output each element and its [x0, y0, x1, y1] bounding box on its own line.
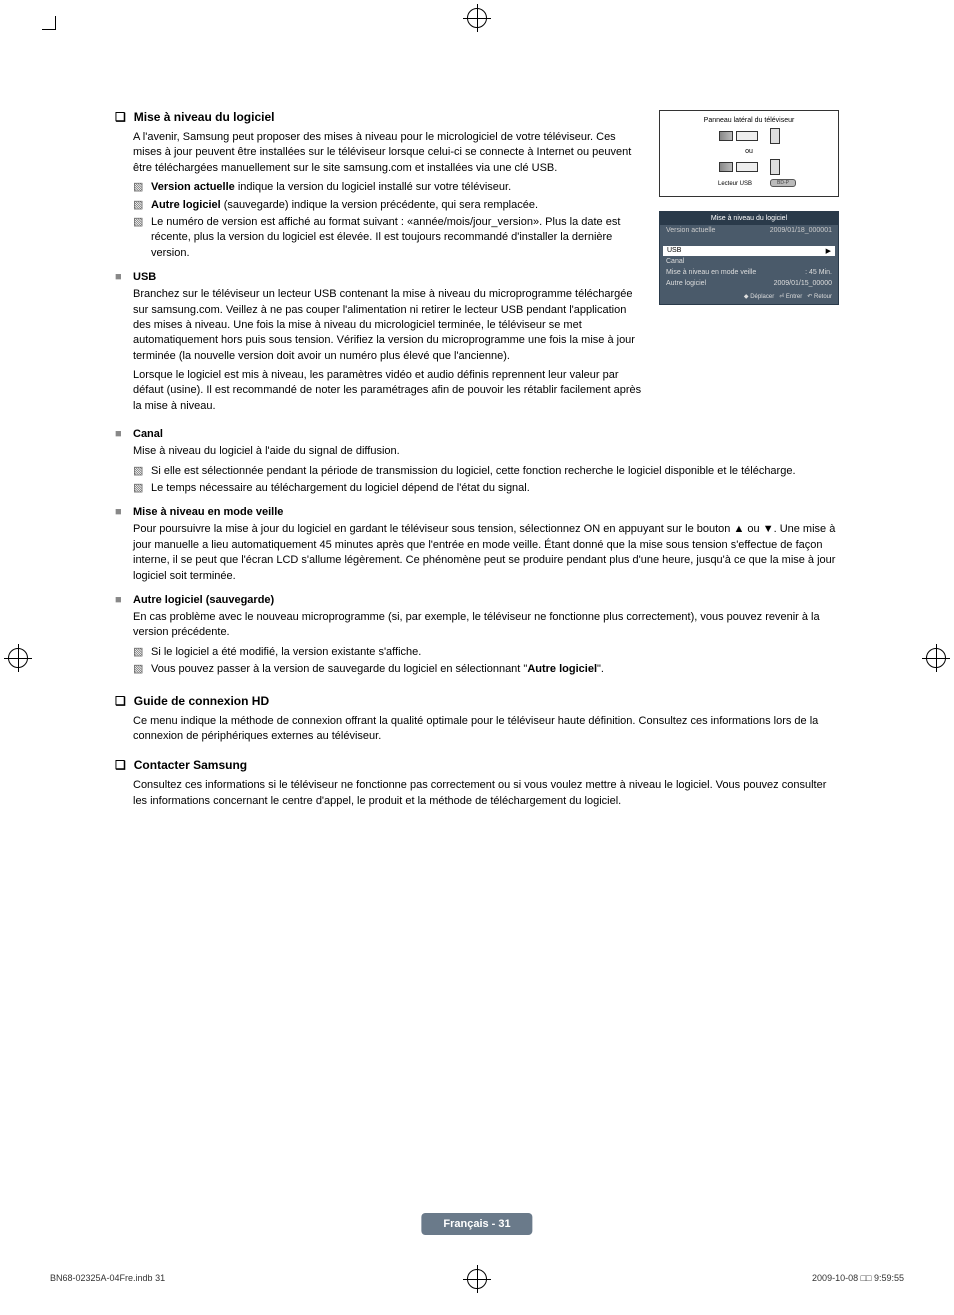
- note-text: Vous pouvez passer à la version de sauve…: [151, 663, 527, 675]
- section-heading-hd: ❏ Guide de connexion HD: [115, 694, 839, 708]
- note-text: Si le logiciel a été modifié, la version…: [151, 645, 839, 660]
- usb-reader-label: Lecteur USB: [702, 181, 752, 187]
- doc-meta-right: 2009-10-08 □□ 9:59:55: [812, 1273, 904, 1283]
- panel-port-icon: [770, 159, 780, 175]
- note-icon: ▧: [133, 198, 151, 213]
- sub-heading-usb: ■ USB: [115, 271, 643, 283]
- panel-port-icon: [770, 128, 780, 144]
- square-bullet-icon: ■: [115, 271, 133, 283]
- usb-stick-icon: [736, 162, 758, 172]
- osd-usb-label: USB: [667, 247, 681, 255]
- hd-guide-body: Ce menu indique la méthode de connexion …: [133, 714, 839, 745]
- sub-title: Canal: [133, 428, 163, 440]
- document-meta: BN68-02325A-04Fre.indb 31 2009-10-08 □□ …: [50, 1273, 904, 1283]
- tv-panel-diagram: Panneau latéral du téléviseur ou Lecteur…: [659, 110, 839, 197]
- sub-heading-canal: ■ Canal: [115, 428, 839, 440]
- heading-text: Contacter Samsung: [134, 758, 247, 772]
- sub-heading-autre: ■ Autre logiciel (sauvegarde): [115, 594, 839, 606]
- note-icon: ▧: [133, 645, 151, 660]
- autre-p1: En cas problème avec le nouveau micropro…: [133, 610, 839, 641]
- canal-p1: Mise à niveau du logiciel à l'aide du si…: [133, 444, 839, 459]
- usb-connector-icon: [719, 131, 733, 141]
- bullet-icon: ❏: [115, 110, 126, 124]
- bullet-icon: ❏: [115, 758, 126, 772]
- note-item: ▧ Le temps nécessaire au téléchargement …: [133, 481, 839, 496]
- osd-footer-move: Déplacer: [750, 294, 774, 300]
- note-icon: ▧: [133, 180, 151, 195]
- osd-veille-label: Mise à niveau en mode veille: [666, 269, 756, 276]
- note-item: ▧ Vous pouvez passer à la version de sau…: [133, 662, 839, 677]
- osd-version-label: Version actuelle: [666, 227, 715, 234]
- note-item: ▧ Autre logiciel (sauvegarde) indique la…: [133, 198, 643, 213]
- osd-footer-return: Retour: [814, 294, 832, 300]
- section-heading-upgrade: ❏ Mise à niveau du logiciel: [115, 110, 643, 124]
- doc-meta-left: BN68-02325A-04Fre.indb 31: [50, 1273, 165, 1283]
- note-icon: ▧: [133, 215, 151, 261]
- sub-title: Mise à niveau en mode veille: [133, 506, 283, 518]
- usb-stick-icon: [736, 131, 758, 141]
- bdp-icon: BD-P: [770, 179, 796, 187]
- heading-text: Guide de connexion HD: [134, 694, 269, 708]
- square-bullet-icon: ■: [115, 594, 133, 606]
- osd-footer-enter: Entrer: [786, 294, 802, 300]
- note-text: Le temps nécessaire au téléchargement du…: [151, 481, 839, 496]
- note-bold: Version actuelle: [151, 181, 235, 193]
- osd-veille-value: : 45 Min.: [805, 269, 832, 276]
- note-text: (sauvegarde) indique la version précéden…: [221, 199, 538, 211]
- osd-arrow-icon: ▶: [826, 247, 831, 255]
- square-bullet-icon: ■: [115, 428, 133, 440]
- registration-mark: [926, 648, 946, 668]
- usb-p2: Lorsque le logiciel est mis à niveau, le…: [133, 368, 643, 414]
- osd-version-value: 2009/01/18_000001: [770, 227, 832, 234]
- or-label: ou: [664, 148, 834, 155]
- registration-mark: [8, 648, 28, 668]
- usb-p1: Branchez sur le téléviseur un lecteur US…: [133, 287, 643, 364]
- page-number-badge: Français - 31: [421, 1213, 532, 1235]
- note-icon: ▧: [133, 662, 151, 677]
- upgrade-intro: A l'avenir, Samsung peut proposer des mi…: [133, 130, 643, 176]
- note-text: ".: [597, 663, 604, 675]
- page-content: ❏ Mise à niveau du logiciel A l'avenir, …: [50, 20, 904, 1295]
- heading-text: Mise à niveau du logiciel: [134, 110, 275, 124]
- osd-autre-label: Autre logiciel: [666, 280, 706, 287]
- veille-p1: Pour poursuivre la mise à jour du logici…: [133, 522, 839, 584]
- note-bold: Autre logiciel: [527, 663, 597, 675]
- note-item: ▧ Si elle est sélectionnée pendant la pé…: [133, 464, 839, 479]
- section-heading-contact: ❏ Contacter Samsung: [115, 758, 839, 772]
- note-text: Le numéro de version est affiché au form…: [151, 216, 620, 259]
- usb-connector-icon: [719, 162, 733, 172]
- square-bullet-icon: ■: [115, 506, 133, 518]
- note-text: Si elle est sélectionnée pendant la péri…: [151, 464, 839, 479]
- sub-title: USB: [133, 271, 156, 283]
- osd-title: Mise à niveau du logiciel: [660, 212, 838, 225]
- sub-title: Autre logiciel (sauvegarde): [133, 594, 274, 606]
- osd-selected-row: USB ▶: [663, 246, 835, 256]
- note-text: indique la version du logiciel installé …: [235, 181, 511, 193]
- note-bold: Autre logiciel: [151, 199, 221, 211]
- bullet-icon: ❏: [115, 694, 126, 708]
- note-icon: ▧: [133, 464, 151, 479]
- note-icon: ▧: [133, 481, 151, 496]
- osd-menu: Mise à niveau du logiciel Version actuel…: [659, 211, 839, 305]
- sub-heading-veille: ■ Mise à niveau en mode veille: [115, 506, 839, 518]
- return-icon: ↶: [807, 294, 814, 300]
- contact-body: Consultez ces informations si le télévis…: [133, 778, 839, 809]
- tv-panel-title: Panneau latéral du téléviseur: [664, 117, 834, 124]
- osd-canal-label: Canal: [666, 258, 684, 265]
- enter-icon: ⏎: [779, 294, 786, 300]
- note-item: ▧ Version actuelle indique la version du…: [133, 180, 643, 195]
- note-item: ▧ Si le logiciel a été modifié, la versi…: [133, 645, 839, 660]
- note-item: ▧ Le numéro de version est affiché au fo…: [133, 215, 643, 261]
- osd-autre-value: 2009/01/15_00000: [774, 280, 832, 287]
- osd-footer: ◆ Déplacer ⏎ Entrer ↶ Retour: [660, 289, 838, 304]
